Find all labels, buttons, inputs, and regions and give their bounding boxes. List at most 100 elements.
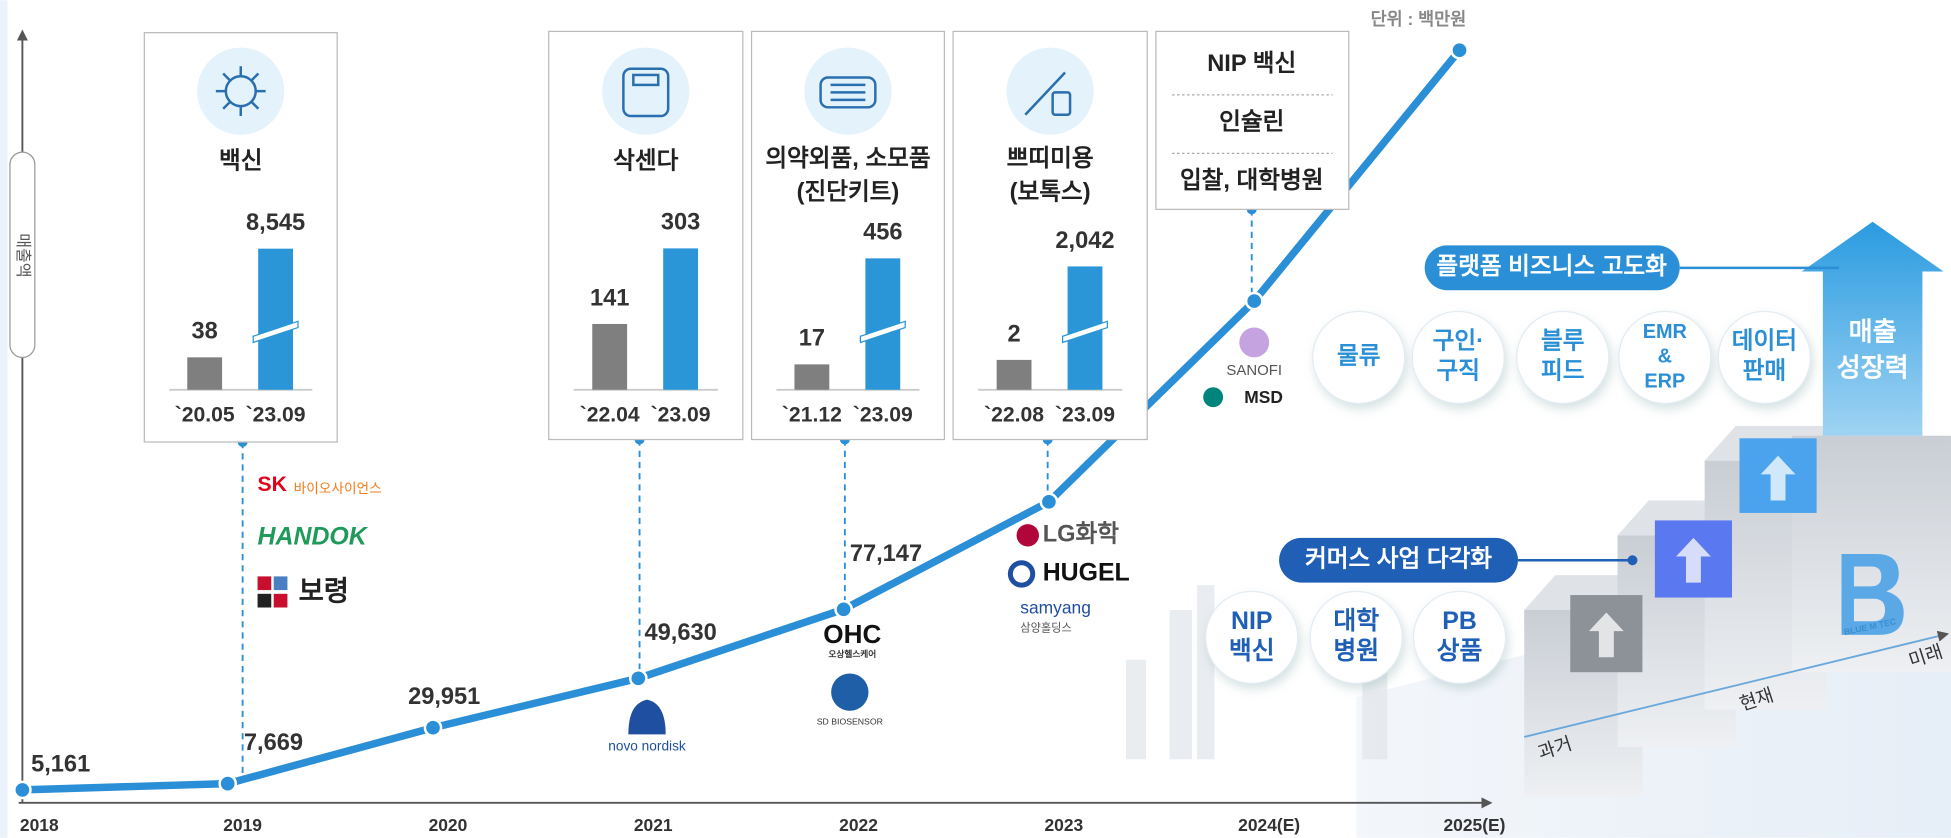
- chart-title: 쁘띠미용: [1007, 145, 1094, 172]
- icon-part: [819, 76, 877, 109]
- bubble: [1411, 310, 1505, 405]
- bubble: [1412, 590, 1507, 685]
- axis-break: [1061, 320, 1109, 344]
- bar: [865, 258, 901, 390]
- icon-bg: [1006, 47, 1094, 135]
- icon-part: [1051, 91, 1072, 117]
- data-point: [834, 599, 853, 619]
- value-label: 5,161: [31, 751, 90, 777]
- callout-box: [1155, 30, 1350, 210]
- icon-part: [632, 73, 660, 87]
- value-label: 141: [590, 285, 629, 311]
- y-label-box: [9, 151, 36, 359]
- partner-logo: 오상헬스케어: [828, 648, 876, 659]
- partner-logo: SANOFI: [1226, 362, 1282, 379]
- value-label: 77,147: [850, 541, 922, 567]
- x-tick-label: 2020: [429, 815, 468, 835]
- logo-mark: [1016, 524, 1039, 547]
- value-label: 29,951: [408, 684, 480, 710]
- icon: [819, 76, 877, 109]
- partner-logo: novo nordisk: [608, 738, 686, 753]
- bubble-text: 피드: [1541, 358, 1584, 385]
- logo-mark: [831, 673, 869, 711]
- partner-logo: 삼양홀딩스: [1020, 622, 1071, 635]
- value-label: 303: [661, 210, 700, 236]
- value-label: 17: [799, 326, 825, 352]
- partner-logo: SK: [258, 473, 288, 496]
- bubble: [1618, 310, 1712, 405]
- bubble: [1717, 310, 1812, 405]
- bar: [996, 359, 1032, 390]
- data-point: [218, 774, 238, 793]
- revenue-line: [18, 46, 1464, 794]
- x-tick-label: 2019: [223, 815, 262, 835]
- banner-text: 플랫폼 비즈니스 고도화: [1436, 253, 1667, 280]
- partner-logo: LG화학: [1043, 521, 1120, 548]
- bubble-text: NIP: [1231, 607, 1272, 635]
- value-label: 2,042: [1055, 228, 1114, 254]
- data-point: [628, 669, 648, 688]
- stairs: [1126, 221, 1951, 838]
- banner-text: 커머스 사업 다각화: [1305, 545, 1492, 572]
- bubble-text: 물류: [1337, 344, 1380, 370]
- icon-part: [622, 67, 670, 118]
- x-tick-label: 2021: [634, 815, 673, 835]
- bar: [663, 248, 699, 390]
- partner-logo: 보령: [299, 575, 349, 606]
- icon-part: [1024, 71, 1066, 116]
- partner-logo: OHC: [823, 619, 881, 649]
- y-axis-label: 매출액: [14, 233, 32, 278]
- bubble-text: 백신: [1229, 637, 1275, 665]
- chart-title: (진단키트): [797, 178, 900, 205]
- banner: [1424, 245, 1680, 291]
- edge-strip: [0, 0, 8, 838]
- bubble: [1309, 590, 1403, 685]
- icon: [215, 66, 266, 117]
- data-point: [1039, 492, 1059, 512]
- growth-text: 성장력: [1837, 353, 1909, 383]
- x-tick-label: `23.09: [246, 403, 306, 426]
- icon: [622, 67, 670, 118]
- x-tick-label: `23.09: [1055, 403, 1115, 426]
- icon-part: [222, 72, 232, 82]
- callout-item: NIP 백신: [1207, 50, 1296, 77]
- data-point: [1244, 291, 1264, 311]
- bubble-text: 대학: [1333, 607, 1379, 635]
- bar: [794, 364, 830, 390]
- bubble-text: 블루: [1541, 328, 1584, 355]
- bubble-text: 구직: [1437, 358, 1480, 385]
- bubble-text: &: [1658, 346, 1672, 368]
- x-tick-label: `21.12: [782, 403, 842, 426]
- icon: [1024, 71, 1072, 117]
- logo-mark: [628, 699, 666, 735]
- callout-item: 인슐린: [1219, 109, 1284, 136]
- logo-mark: [273, 576, 288, 591]
- partner-logo: SD BIOSENSOR: [817, 716, 883, 726]
- logo-mark: [1203, 387, 1224, 408]
- x-tick-label: `20.05: [175, 403, 235, 426]
- partner-logo: 바이오사이언스: [294, 481, 382, 496]
- chart-title: 삭센다: [613, 147, 678, 174]
- bubble: [1312, 310, 1406, 405]
- bubble: [1205, 590, 1299, 685]
- bubble-text: 판매: [1743, 358, 1786, 385]
- icon-bg: [197, 47, 285, 135]
- axis-break: [252, 320, 299, 344]
- x-tick-label: `22.04: [580, 403, 640, 426]
- bubble-text: 상품: [1437, 637, 1483, 665]
- partner-logo: samyang: [1020, 597, 1091, 617]
- axis-break: [859, 320, 906, 344]
- logo-mark: [257, 593, 272, 608]
- icon-part: [250, 100, 260, 110]
- x-tick-label: 2025(E): [1443, 815, 1505, 835]
- logo-mark: [273, 593, 288, 608]
- bubble-text: 병원: [1333, 637, 1379, 665]
- chart-title: 백신: [219, 147, 262, 174]
- banner: [1279, 537, 1518, 583]
- data-point: [423, 718, 443, 738]
- icon-part: [250, 72, 260, 82]
- bubble-text: ERP: [1644, 371, 1685, 393]
- x-tick-label: 2024(E): [1238, 815, 1300, 835]
- bar: [187, 357, 223, 390]
